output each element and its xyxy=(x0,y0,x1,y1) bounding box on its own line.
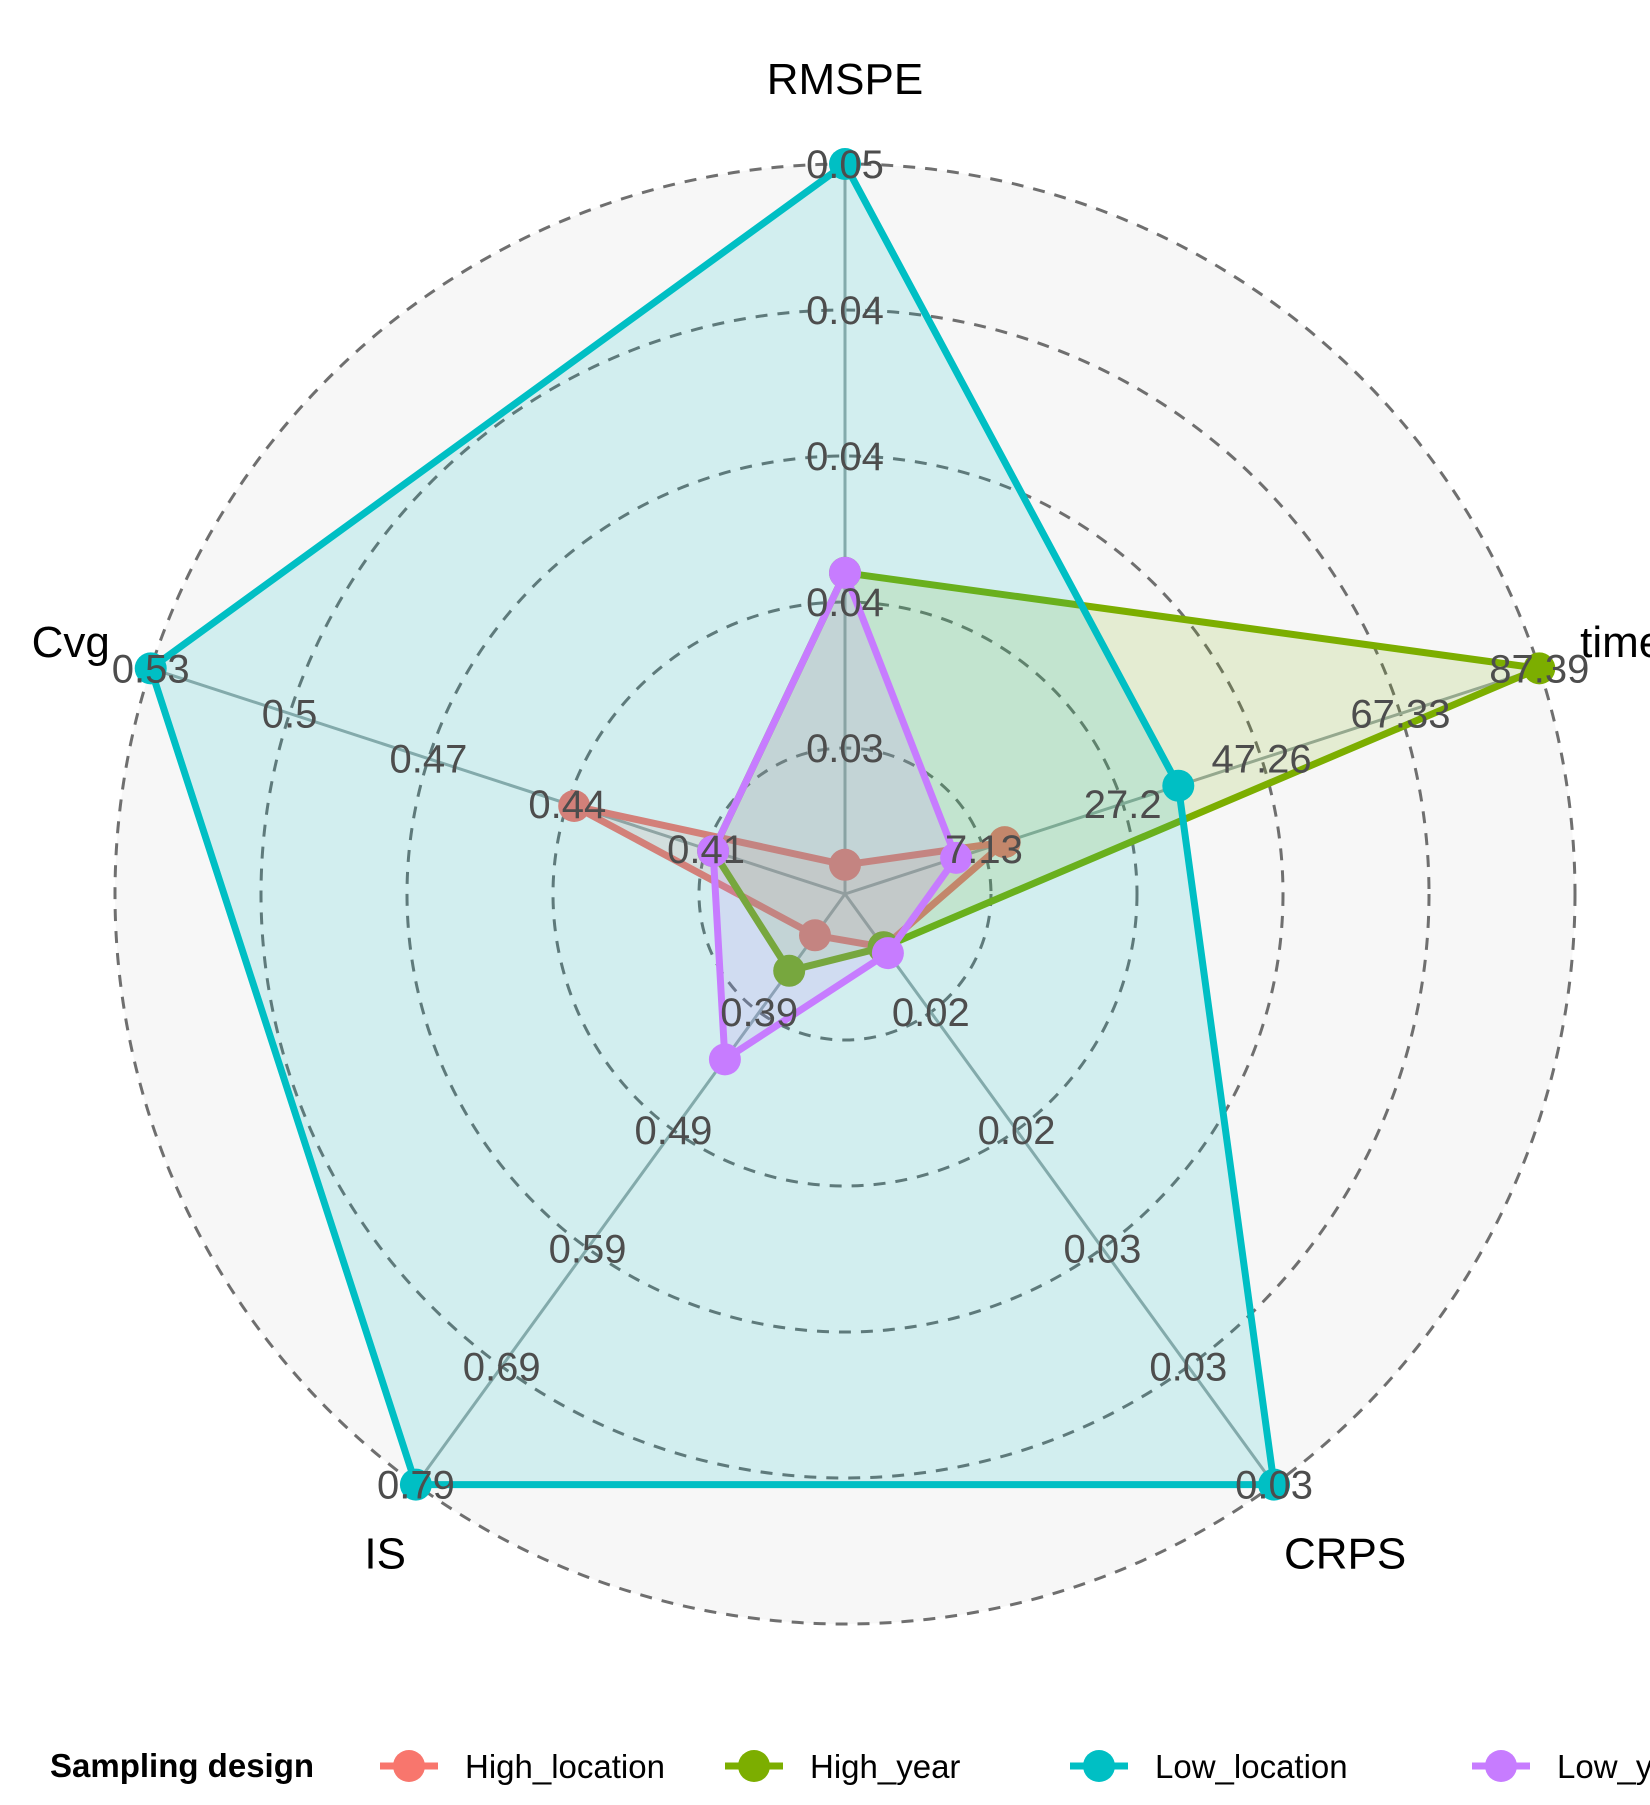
point-high-location-cvg xyxy=(558,790,591,822)
point-low-year-time xyxy=(940,841,973,874)
point-high-year-time xyxy=(1523,652,1556,685)
axis-name-cvg: Cvg xyxy=(32,618,110,667)
point-low-location-crps xyxy=(1258,1468,1291,1501)
area-low-location xyxy=(150,164,1275,1485)
tick-label-time-3: 47.26 xyxy=(1212,738,1312,782)
point-low-year-crps xyxy=(871,937,904,970)
tick-label-crps-4: 0.03 xyxy=(1149,1346,1227,1390)
series-low-year xyxy=(697,556,973,1076)
legend-label: High_year xyxy=(810,1748,960,1785)
legend: Sampling design High_location High_year Lo… xyxy=(50,1747,1650,1785)
spoke-cvg xyxy=(150,666,846,896)
tick-label-rmspe-3: 0.04 xyxy=(806,435,884,479)
axis-names: RMSPE time CRPS IS Cvg xyxy=(32,55,1650,1578)
series-polygons xyxy=(134,148,1556,1501)
tick-label-cvg-2: 0.44 xyxy=(528,783,606,827)
area-high-year xyxy=(713,572,1540,971)
legend-key-point xyxy=(738,1750,770,1782)
tick-label-time-4: 67.33 xyxy=(1350,693,1450,737)
legend-key-point xyxy=(1485,1750,1517,1782)
spoke-is xyxy=(414,893,847,1486)
line-low-year xyxy=(709,569,960,1063)
point-high-location-rmspe xyxy=(829,848,861,881)
point-high-year-is xyxy=(773,954,806,987)
point-low-location-time xyxy=(1162,769,1195,802)
tick-label-time-5: 87.39 xyxy=(1489,647,1589,691)
tick-label-cvg-5: 0.53 xyxy=(112,647,190,691)
legend-label: Low_location xyxy=(1155,1748,1348,1785)
series-high-location xyxy=(558,790,1021,964)
line-high-location xyxy=(570,802,1009,951)
tick-label-crps-5: 0.03 xyxy=(1235,1464,1313,1508)
point-high-location-time xyxy=(988,826,1021,859)
legend-item-low-year: Low_year xyxy=(1472,1748,1650,1785)
tick-label-crps-2: 0.02 xyxy=(978,1109,1056,1153)
axis-name-crps: CRPS xyxy=(1284,1529,1406,1578)
legend-item-low-location: Low_location xyxy=(1070,1748,1348,1785)
axis-name-time: time xyxy=(1580,618,1650,667)
tick-label-rmspe-5: 0.05 xyxy=(806,143,884,187)
tick-label-is-2: 0.49 xyxy=(634,1109,712,1153)
tick-labels: 0.03 0.04 0.04 0.04 0.05 7.13 27.2 47.26 67.33 87… xyxy=(112,143,1590,1508)
tick-label-rmspe-1: 0.03 xyxy=(806,727,884,771)
tick-label-crps-3: 0.03 xyxy=(1063,1227,1141,1271)
grid-ring-3 xyxy=(405,454,1285,1334)
tick-label-rmspe-2: 0.04 xyxy=(806,581,884,625)
tick-label-cvg-4: 0.5 xyxy=(262,693,318,737)
point-low-location-is xyxy=(399,1468,432,1501)
axis-name-rmspe: RMSPE xyxy=(767,55,923,104)
tick-label-is-1: 0.39 xyxy=(720,991,798,1035)
legend-key-point xyxy=(1083,1750,1115,1782)
tick-label-time-2: 27.2 xyxy=(1084,783,1162,827)
legend-label: High_location xyxy=(465,1748,665,1785)
line-low-location xyxy=(147,160,1278,1489)
tick-label-time-1: 7.13 xyxy=(945,828,1023,872)
spoke-crps xyxy=(843,893,1276,1486)
series-low-location xyxy=(134,148,1291,1501)
tick-label-rmspe-4: 0.04 xyxy=(806,289,884,333)
tick-label-is-4: 0.69 xyxy=(463,1346,541,1390)
point-low-year-cvg xyxy=(697,835,730,868)
point-low-location-rmspe xyxy=(829,148,861,180)
point-low-location-cvg xyxy=(134,652,167,685)
legend-title: Sampling design xyxy=(50,1747,314,1784)
legend-label: Low_year xyxy=(1557,1748,1650,1785)
axis-name-is: IS xyxy=(364,1529,406,1578)
tick-label-is-5: 0.79 xyxy=(377,1464,455,1508)
tick-label-cvg-3: 0.47 xyxy=(389,738,467,782)
point-low-year-is xyxy=(708,1043,741,1076)
legend-item-high-location: High_location xyxy=(380,1748,665,1785)
tick-label-cvg-1: 0.41 xyxy=(667,828,745,872)
legend-key-point xyxy=(393,1750,425,1782)
tick-label-is-3: 0.59 xyxy=(549,1227,627,1271)
point-high-location-is xyxy=(799,919,831,952)
point-low-year-rmspe xyxy=(829,556,861,589)
area-high-location xyxy=(574,806,1005,948)
tick-label-crps-1: 0.02 xyxy=(892,991,970,1035)
legend-item-high-year: High_year xyxy=(725,1748,960,1785)
legend-items: High_location High_year Low_location Low_ye… xyxy=(380,1748,1650,1785)
